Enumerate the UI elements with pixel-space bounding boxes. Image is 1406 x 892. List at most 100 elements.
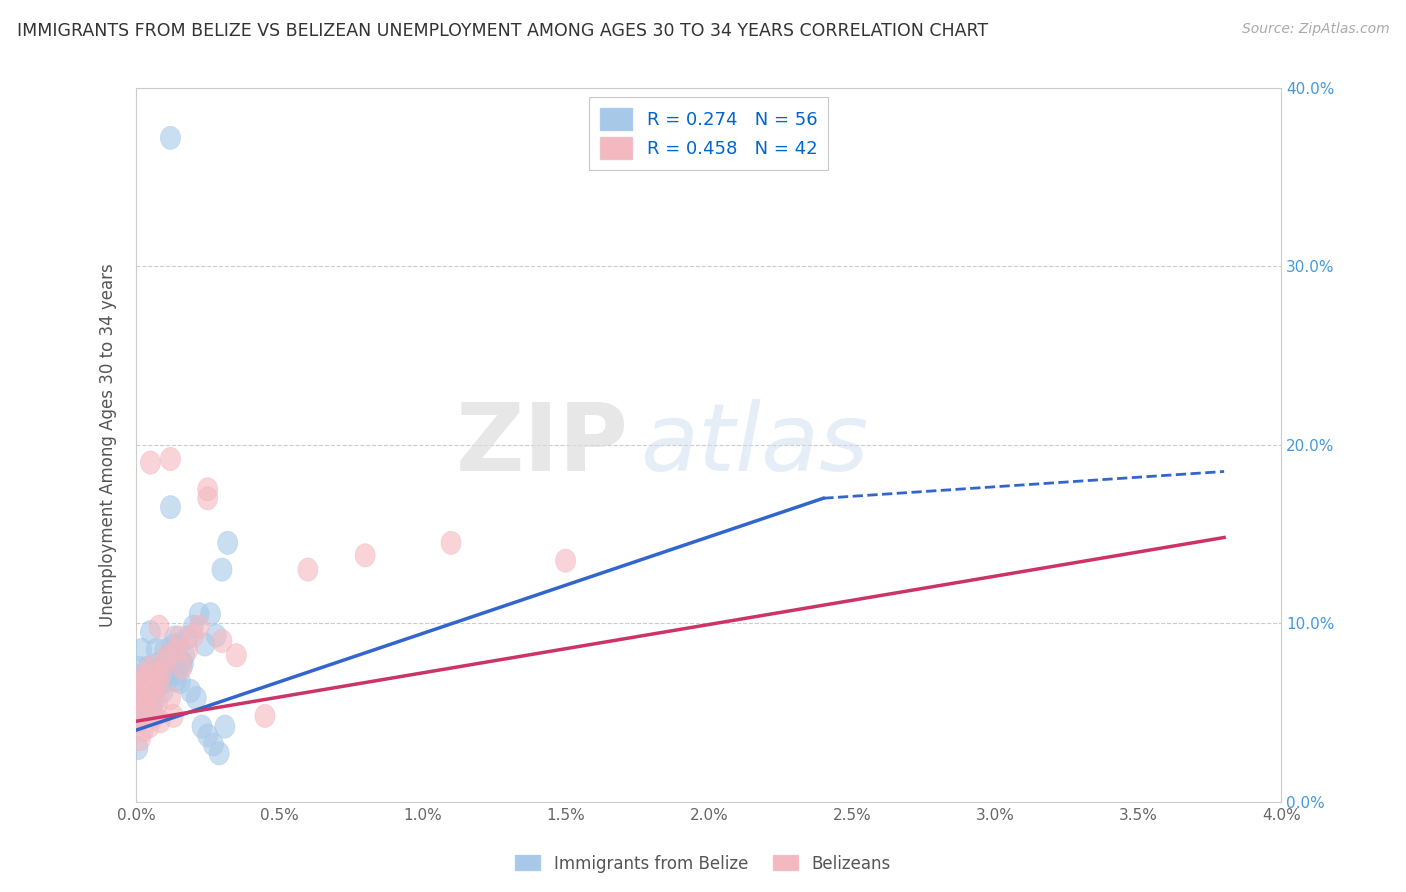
Ellipse shape (172, 657, 193, 680)
Ellipse shape (160, 127, 180, 150)
Ellipse shape (138, 657, 157, 680)
Ellipse shape (129, 657, 149, 680)
Ellipse shape (149, 674, 169, 698)
Ellipse shape (188, 603, 209, 626)
Ellipse shape (218, 532, 238, 555)
Ellipse shape (156, 662, 176, 685)
Ellipse shape (129, 698, 149, 721)
Ellipse shape (129, 674, 149, 698)
Ellipse shape (180, 680, 201, 703)
Ellipse shape (162, 635, 181, 658)
Ellipse shape (356, 544, 375, 567)
Ellipse shape (169, 633, 188, 657)
Ellipse shape (141, 657, 160, 680)
Ellipse shape (134, 678, 153, 701)
Ellipse shape (198, 487, 218, 510)
Ellipse shape (128, 737, 148, 760)
Ellipse shape (201, 603, 221, 626)
Ellipse shape (153, 680, 173, 703)
Ellipse shape (150, 671, 170, 694)
Ellipse shape (155, 639, 174, 662)
Ellipse shape (169, 626, 188, 649)
Ellipse shape (146, 674, 166, 698)
Ellipse shape (128, 710, 149, 733)
Ellipse shape (141, 451, 160, 475)
Ellipse shape (165, 626, 184, 649)
Ellipse shape (188, 615, 209, 639)
Ellipse shape (131, 669, 150, 692)
Ellipse shape (146, 639, 166, 662)
Ellipse shape (129, 705, 149, 728)
Ellipse shape (141, 621, 160, 644)
Ellipse shape (135, 669, 155, 692)
Text: ZIP: ZIP (456, 399, 628, 491)
Ellipse shape (128, 687, 148, 710)
Ellipse shape (212, 558, 232, 582)
Ellipse shape (135, 674, 155, 698)
Ellipse shape (215, 715, 235, 739)
Ellipse shape (173, 653, 194, 676)
Legend: R = 0.274   N = 56, R = 0.458   N = 42: R = 0.274 N = 56, R = 0.458 N = 42 (589, 97, 828, 169)
Ellipse shape (177, 639, 198, 662)
Ellipse shape (148, 692, 167, 715)
Ellipse shape (174, 644, 195, 667)
Ellipse shape (143, 692, 163, 715)
Y-axis label: Unemployment Among Ages 30 to 34 years: Unemployment Among Ages 30 to 34 years (100, 263, 117, 626)
Ellipse shape (142, 698, 162, 721)
Ellipse shape (555, 549, 575, 573)
Ellipse shape (152, 662, 172, 685)
Ellipse shape (198, 478, 218, 501)
Ellipse shape (226, 644, 246, 667)
Ellipse shape (160, 496, 180, 519)
Ellipse shape (129, 692, 149, 715)
Ellipse shape (166, 669, 186, 692)
Legend: Immigrants from Belize, Belizeans: Immigrants from Belize, Belizeans (509, 848, 897, 880)
Ellipse shape (183, 615, 204, 639)
Ellipse shape (163, 705, 183, 728)
Ellipse shape (132, 665, 152, 689)
Ellipse shape (204, 733, 224, 756)
Ellipse shape (207, 624, 226, 648)
Ellipse shape (152, 657, 172, 680)
Ellipse shape (186, 687, 207, 710)
Ellipse shape (441, 532, 461, 555)
Ellipse shape (172, 651, 193, 674)
Ellipse shape (136, 683, 156, 706)
Ellipse shape (149, 669, 169, 692)
Ellipse shape (132, 639, 152, 662)
Ellipse shape (195, 633, 215, 657)
Ellipse shape (150, 710, 170, 733)
Ellipse shape (157, 644, 177, 667)
Text: IMMIGRANTS FROM BELIZE VS BELIZEAN UNEMPLOYMENT AMONG AGES 30 TO 34 YEARS CORREL: IMMIGRANTS FROM BELIZE VS BELIZEAN UNEMP… (17, 22, 988, 40)
Ellipse shape (155, 651, 174, 674)
Ellipse shape (148, 653, 167, 676)
Ellipse shape (131, 728, 150, 751)
Ellipse shape (143, 662, 163, 685)
Text: Source: ZipAtlas.com: Source: ZipAtlas.com (1241, 22, 1389, 37)
Ellipse shape (134, 719, 153, 742)
Ellipse shape (170, 671, 190, 694)
Ellipse shape (254, 705, 276, 728)
Ellipse shape (159, 644, 179, 667)
Ellipse shape (193, 715, 212, 739)
Ellipse shape (128, 705, 149, 728)
Ellipse shape (166, 639, 186, 662)
Ellipse shape (149, 615, 169, 639)
Ellipse shape (209, 742, 229, 765)
Ellipse shape (145, 705, 165, 728)
Ellipse shape (145, 662, 165, 685)
Ellipse shape (157, 669, 177, 692)
Ellipse shape (212, 630, 232, 653)
Ellipse shape (139, 715, 159, 739)
Ellipse shape (298, 558, 318, 582)
Ellipse shape (160, 448, 180, 471)
Ellipse shape (128, 665, 149, 689)
Ellipse shape (136, 692, 156, 715)
Ellipse shape (183, 624, 204, 648)
Ellipse shape (129, 680, 149, 703)
Ellipse shape (142, 680, 162, 703)
Ellipse shape (128, 680, 148, 703)
Text: atlas: atlas (640, 400, 869, 491)
Ellipse shape (167, 662, 187, 685)
Ellipse shape (139, 687, 159, 710)
